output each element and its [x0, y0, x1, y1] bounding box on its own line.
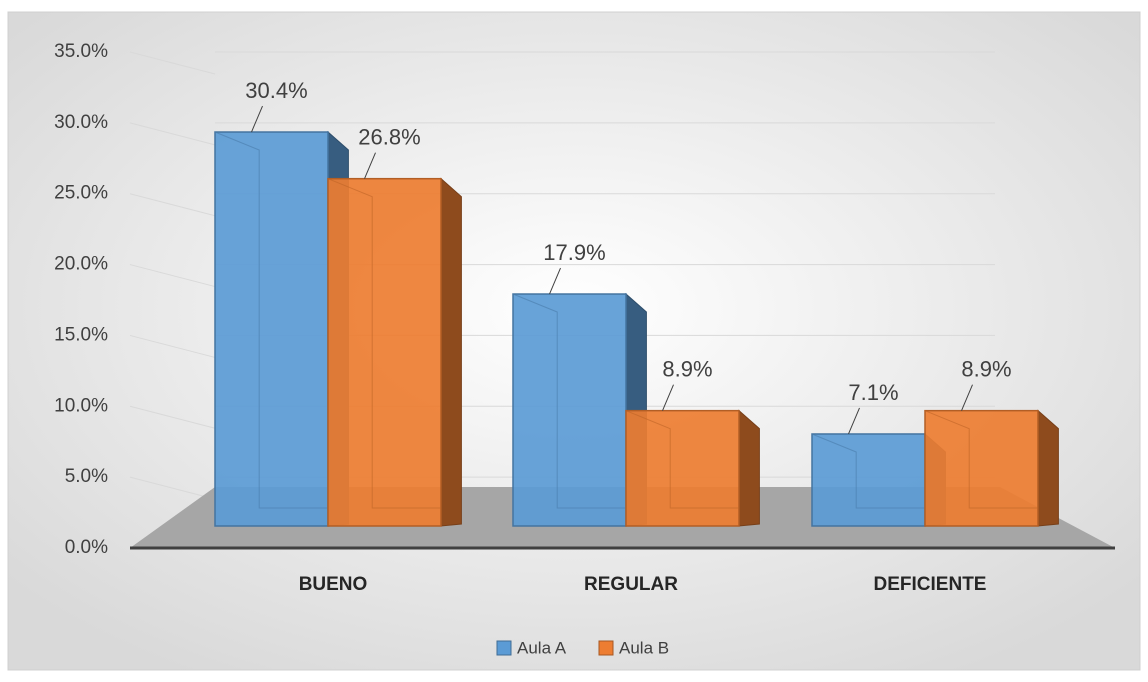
y-tick-label: 15.0%: [54, 324, 108, 345]
bar: [327, 177, 442, 527]
y-tick-label: 30.0%: [54, 112, 108, 133]
bar: [811, 433, 926, 527]
grid-line-side: [129, 264, 216, 288]
data-label: 30.4%: [245, 78, 307, 103]
bar-inner-edge: [811, 433, 925, 509]
bar: [625, 409, 740, 527]
grid-line-side: [129, 193, 216, 217]
bar-inner-edge: [512, 293, 626, 509]
y-tick-label: 20.0%: [54, 254, 108, 275]
bar-side: [1037, 409, 1059, 527]
grid-line-side: [129, 334, 216, 358]
x-tick-label: DEFICIENTE: [874, 574, 987, 595]
y-tick-label: 5.0%: [65, 466, 108, 487]
leader-line: [848, 407, 860, 435]
data-label: 8.9%: [961, 356, 1011, 381]
legend-swatch: [496, 640, 512, 656]
x-tick-label: BUENO: [299, 574, 368, 595]
legend-swatch: [598, 640, 614, 656]
bar-inner-edge: [327, 178, 441, 509]
bar-inner-edge: [625, 410, 739, 509]
bar: [214, 131, 329, 527]
leader-line: [549, 267, 561, 295]
y-tick-label: 10.0%: [54, 395, 108, 416]
grid-line-side: [129, 122, 216, 146]
legend-label: Aula A: [517, 638, 567, 657]
data-label: 26.8%: [358, 124, 420, 149]
leader-line: [364, 152, 376, 179]
leader-line: [251, 105, 263, 133]
y-tick-label: 25.0%: [54, 183, 108, 204]
legend: Aula A Aula B: [496, 638, 669, 657]
data-label: 7.1%: [848, 380, 898, 405]
bar: [924, 409, 1039, 527]
bar-inner-edge: [214, 131, 328, 509]
y-tick-label: 0.0%: [65, 537, 108, 558]
bar-side: [738, 409, 760, 527]
leader-line: [961, 384, 973, 411]
legend-label: Aula B: [619, 638, 669, 657]
data-label: 8.9%: [662, 356, 712, 381]
bar-side: [440, 177, 462, 527]
bar-inner-edge: [924, 410, 1038, 509]
y-tick-label: 35.0%: [54, 41, 108, 62]
grid-line-side: [129, 476, 216, 500]
bar: [512, 293, 627, 527]
grid-line-side: [129, 51, 216, 75]
grid-line-side: [129, 405, 216, 429]
x-tick-label: REGULAR: [584, 574, 678, 595]
data-label: 17.9%: [543, 240, 605, 265]
leader-line: [662, 384, 674, 411]
